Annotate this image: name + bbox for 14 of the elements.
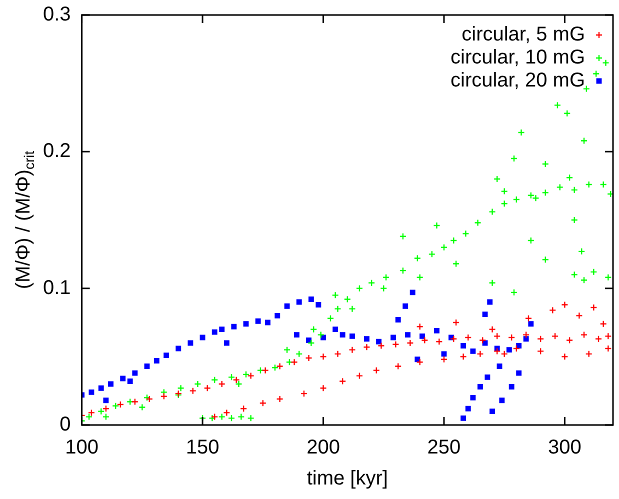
x-axis-title: time [kyr] [306,468,388,490]
y-axis-title: (M/Φ) / (M/Φ)crit [12,150,37,290]
x-tick-label: 150 [186,436,220,459]
legend-label: circular, 20 mG [450,70,585,92]
legend-label: circular, 10 mG [450,46,585,69]
x-tick-label: 300 [548,436,582,459]
x-tick-label: 250 [427,436,461,459]
y-tick-label: 0.2 [42,140,71,162]
y-tick-label: 0.3 [42,4,71,26]
y-tick-label: 0.1 [42,276,71,299]
legend-label: circular, 5 mG [462,24,585,46]
x-tick-label: 200 [306,436,340,459]
y-tick-label: 0 [60,414,71,436]
x-tick-label: 100 [65,436,98,459]
